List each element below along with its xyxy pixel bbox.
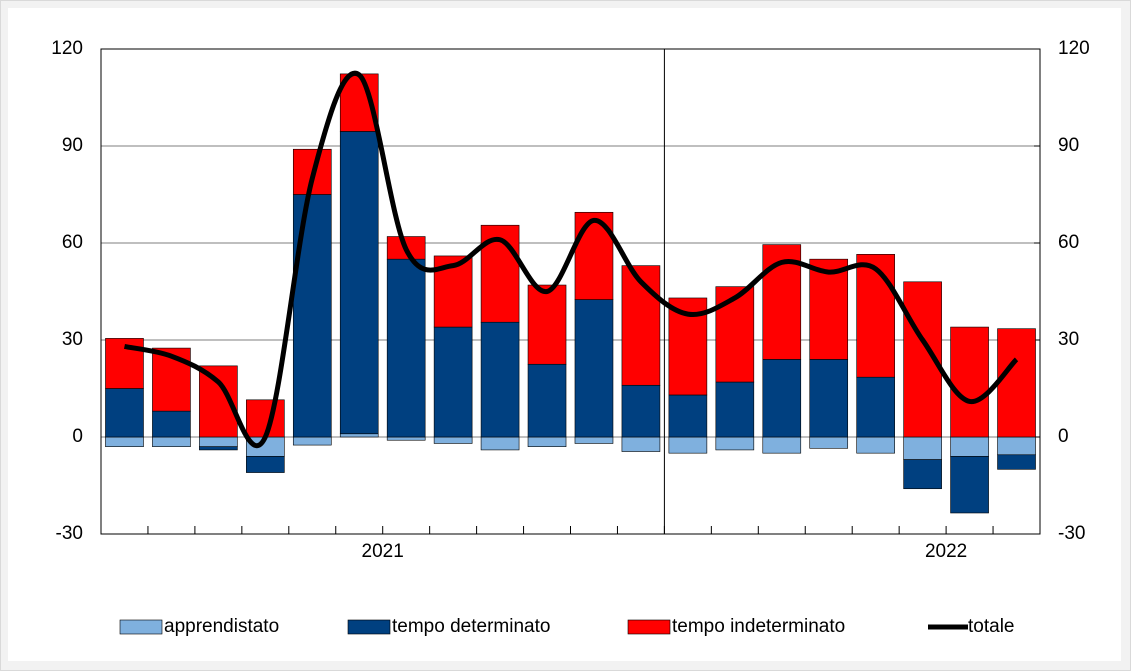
chart: -30 0 30 60 90 120 -30 0 30 60 90 120 2021 2022 appren… bbox=[8, 8, 1121, 661]
y-tick-label: -30 bbox=[56, 523, 83, 544]
bar bbox=[621, 384, 661, 438]
bar bbox=[480, 436, 520, 451]
y-tick-label: 0 bbox=[72, 426, 83, 447]
bar bbox=[809, 258, 849, 360]
bar bbox=[480, 321, 520, 438]
bar bbox=[762, 436, 802, 454]
bar bbox=[856, 436, 895, 454]
y2-tick-label: 120 bbox=[1058, 38, 1090, 59]
bar bbox=[527, 284, 567, 365]
bar bbox=[668, 394, 708, 438]
legend-label: totale bbox=[968, 616, 1014, 637]
legend-swatch bbox=[347, 619, 391, 635]
bar bbox=[621, 265, 661, 386]
bar bbox=[246, 456, 285, 473]
bar bbox=[715, 286, 755, 383]
bar bbox=[199, 436, 238, 447]
y2-tick-label: 30 bbox=[1058, 329, 1079, 350]
y2-tick-label: 90 bbox=[1058, 135, 1079, 156]
bar bbox=[997, 436, 1036, 456]
bar bbox=[527, 436, 567, 447]
bar bbox=[105, 338, 144, 389]
y-tick-label: 30 bbox=[62, 329, 83, 350]
bar bbox=[433, 436, 473, 444]
bar bbox=[950, 436, 989, 457]
bar bbox=[105, 436, 144, 447]
bar bbox=[386, 258, 426, 438]
y-tick-label: 90 bbox=[62, 135, 83, 156]
legend-label: tempo determinato bbox=[392, 616, 550, 637]
bar bbox=[856, 376, 895, 438]
bar bbox=[152, 436, 191, 447]
bar bbox=[199, 446, 238, 451]
y2-tick-label: 60 bbox=[1058, 232, 1079, 253]
line bbox=[123, 70, 1019, 449]
bar bbox=[715, 436, 755, 451]
y2-tick-label: 0 bbox=[1058, 426, 1069, 447]
y2-tick-label: -30 bbox=[1058, 523, 1085, 544]
year-label: 2021 bbox=[362, 541, 404, 562]
bar bbox=[950, 326, 989, 438]
bar bbox=[762, 359, 802, 438]
bar bbox=[621, 436, 661, 452]
bar bbox=[105, 388, 144, 438]
bar bbox=[809, 359, 849, 438]
legend-swatch bbox=[627, 619, 671, 635]
bar bbox=[715, 381, 755, 438]
legend-label: apprendistato bbox=[164, 616, 279, 637]
bar bbox=[950, 456, 989, 514]
bar bbox=[292, 194, 332, 438]
legend-swatch bbox=[119, 619, 163, 635]
bar bbox=[433, 326, 473, 438]
bar bbox=[574, 436, 614, 444]
bar bbox=[668, 436, 708, 454]
bar bbox=[527, 363, 567, 438]
year-label: 2022 bbox=[925, 541, 967, 562]
bar bbox=[339, 131, 379, 435]
bar bbox=[386, 436, 426, 441]
y-tick-label: 120 bbox=[51, 38, 83, 59]
bar bbox=[339, 433, 379, 438]
bar bbox=[152, 410, 191, 438]
bar bbox=[903, 459, 942, 490]
bar bbox=[856, 254, 895, 378]
y-tick-label: 60 bbox=[62, 232, 83, 253]
legend-label: tempo indeterminato bbox=[672, 616, 845, 637]
bar bbox=[574, 299, 614, 438]
bar bbox=[903, 436, 942, 460]
bar bbox=[997, 454, 1036, 470]
bar bbox=[809, 436, 849, 449]
bar bbox=[997, 328, 1036, 438]
bar bbox=[292, 436, 332, 446]
